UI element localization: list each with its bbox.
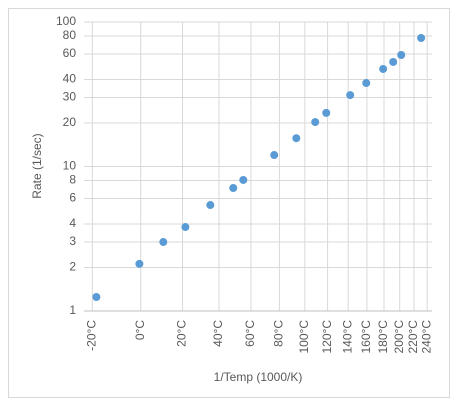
point: [417, 33, 426, 42]
y-tick-label: 8: [69, 173, 76, 187]
x-tick-label: 160°C: [359, 320, 373, 354]
point: [362, 79, 371, 88]
y-tick-label: 2: [69, 260, 76, 274]
point: [379, 64, 388, 73]
point: [92, 292, 101, 301]
chart-border: [8, 8, 450, 398]
point: [292, 134, 301, 143]
y-tick-label: 4: [69, 216, 76, 230]
x-tick-label: 180°C: [376, 320, 390, 354]
x-tick-label: 40°C: [211, 320, 225, 347]
y-tick-label: 3: [69, 234, 76, 248]
x-tick-label: 120°C: [320, 320, 334, 354]
y-tick-label: 100: [56, 14, 76, 28]
point: [270, 151, 279, 160]
point: [181, 223, 190, 232]
point: [346, 91, 355, 100]
x-tick-label: 0°C: [133, 320, 147, 340]
point: [389, 57, 398, 66]
y-axis-label: Rate (1/sec): [30, 133, 44, 198]
x-tick-label: 220°C: [406, 320, 420, 354]
point: [397, 51, 406, 60]
y-tick-label: 30: [63, 90, 77, 104]
x-tick-label: 140°C: [340, 320, 354, 354]
x-tick-label: 80°C: [272, 320, 286, 347]
y-tick-label: 40: [63, 72, 77, 86]
x-tick-label: 200°C: [392, 320, 406, 354]
point: [322, 108, 331, 117]
y-tick-label: 20: [63, 115, 77, 129]
point: [159, 238, 168, 247]
y-tick-label: 1: [69, 303, 76, 317]
x-tick-label: -20°C: [85, 320, 99, 351]
y-tick-label: 60: [63, 46, 77, 60]
point: [135, 259, 144, 268]
point: [206, 201, 215, 210]
point: [311, 118, 320, 127]
y-tick-label: 10: [63, 159, 77, 173]
x-tick-label: 100°C: [297, 320, 311, 354]
y-tick-label: 6: [69, 191, 76, 205]
point: [239, 175, 248, 184]
x-axis-label: 1/Temp (1000/K): [214, 370, 303, 384]
x-tick-label: 240°C: [419, 320, 433, 354]
x-tick-label: 20°C: [175, 320, 189, 347]
y-tick-label: 80: [63, 28, 77, 42]
point: [229, 183, 238, 192]
x-tick-label: 60°C: [243, 320, 257, 347]
